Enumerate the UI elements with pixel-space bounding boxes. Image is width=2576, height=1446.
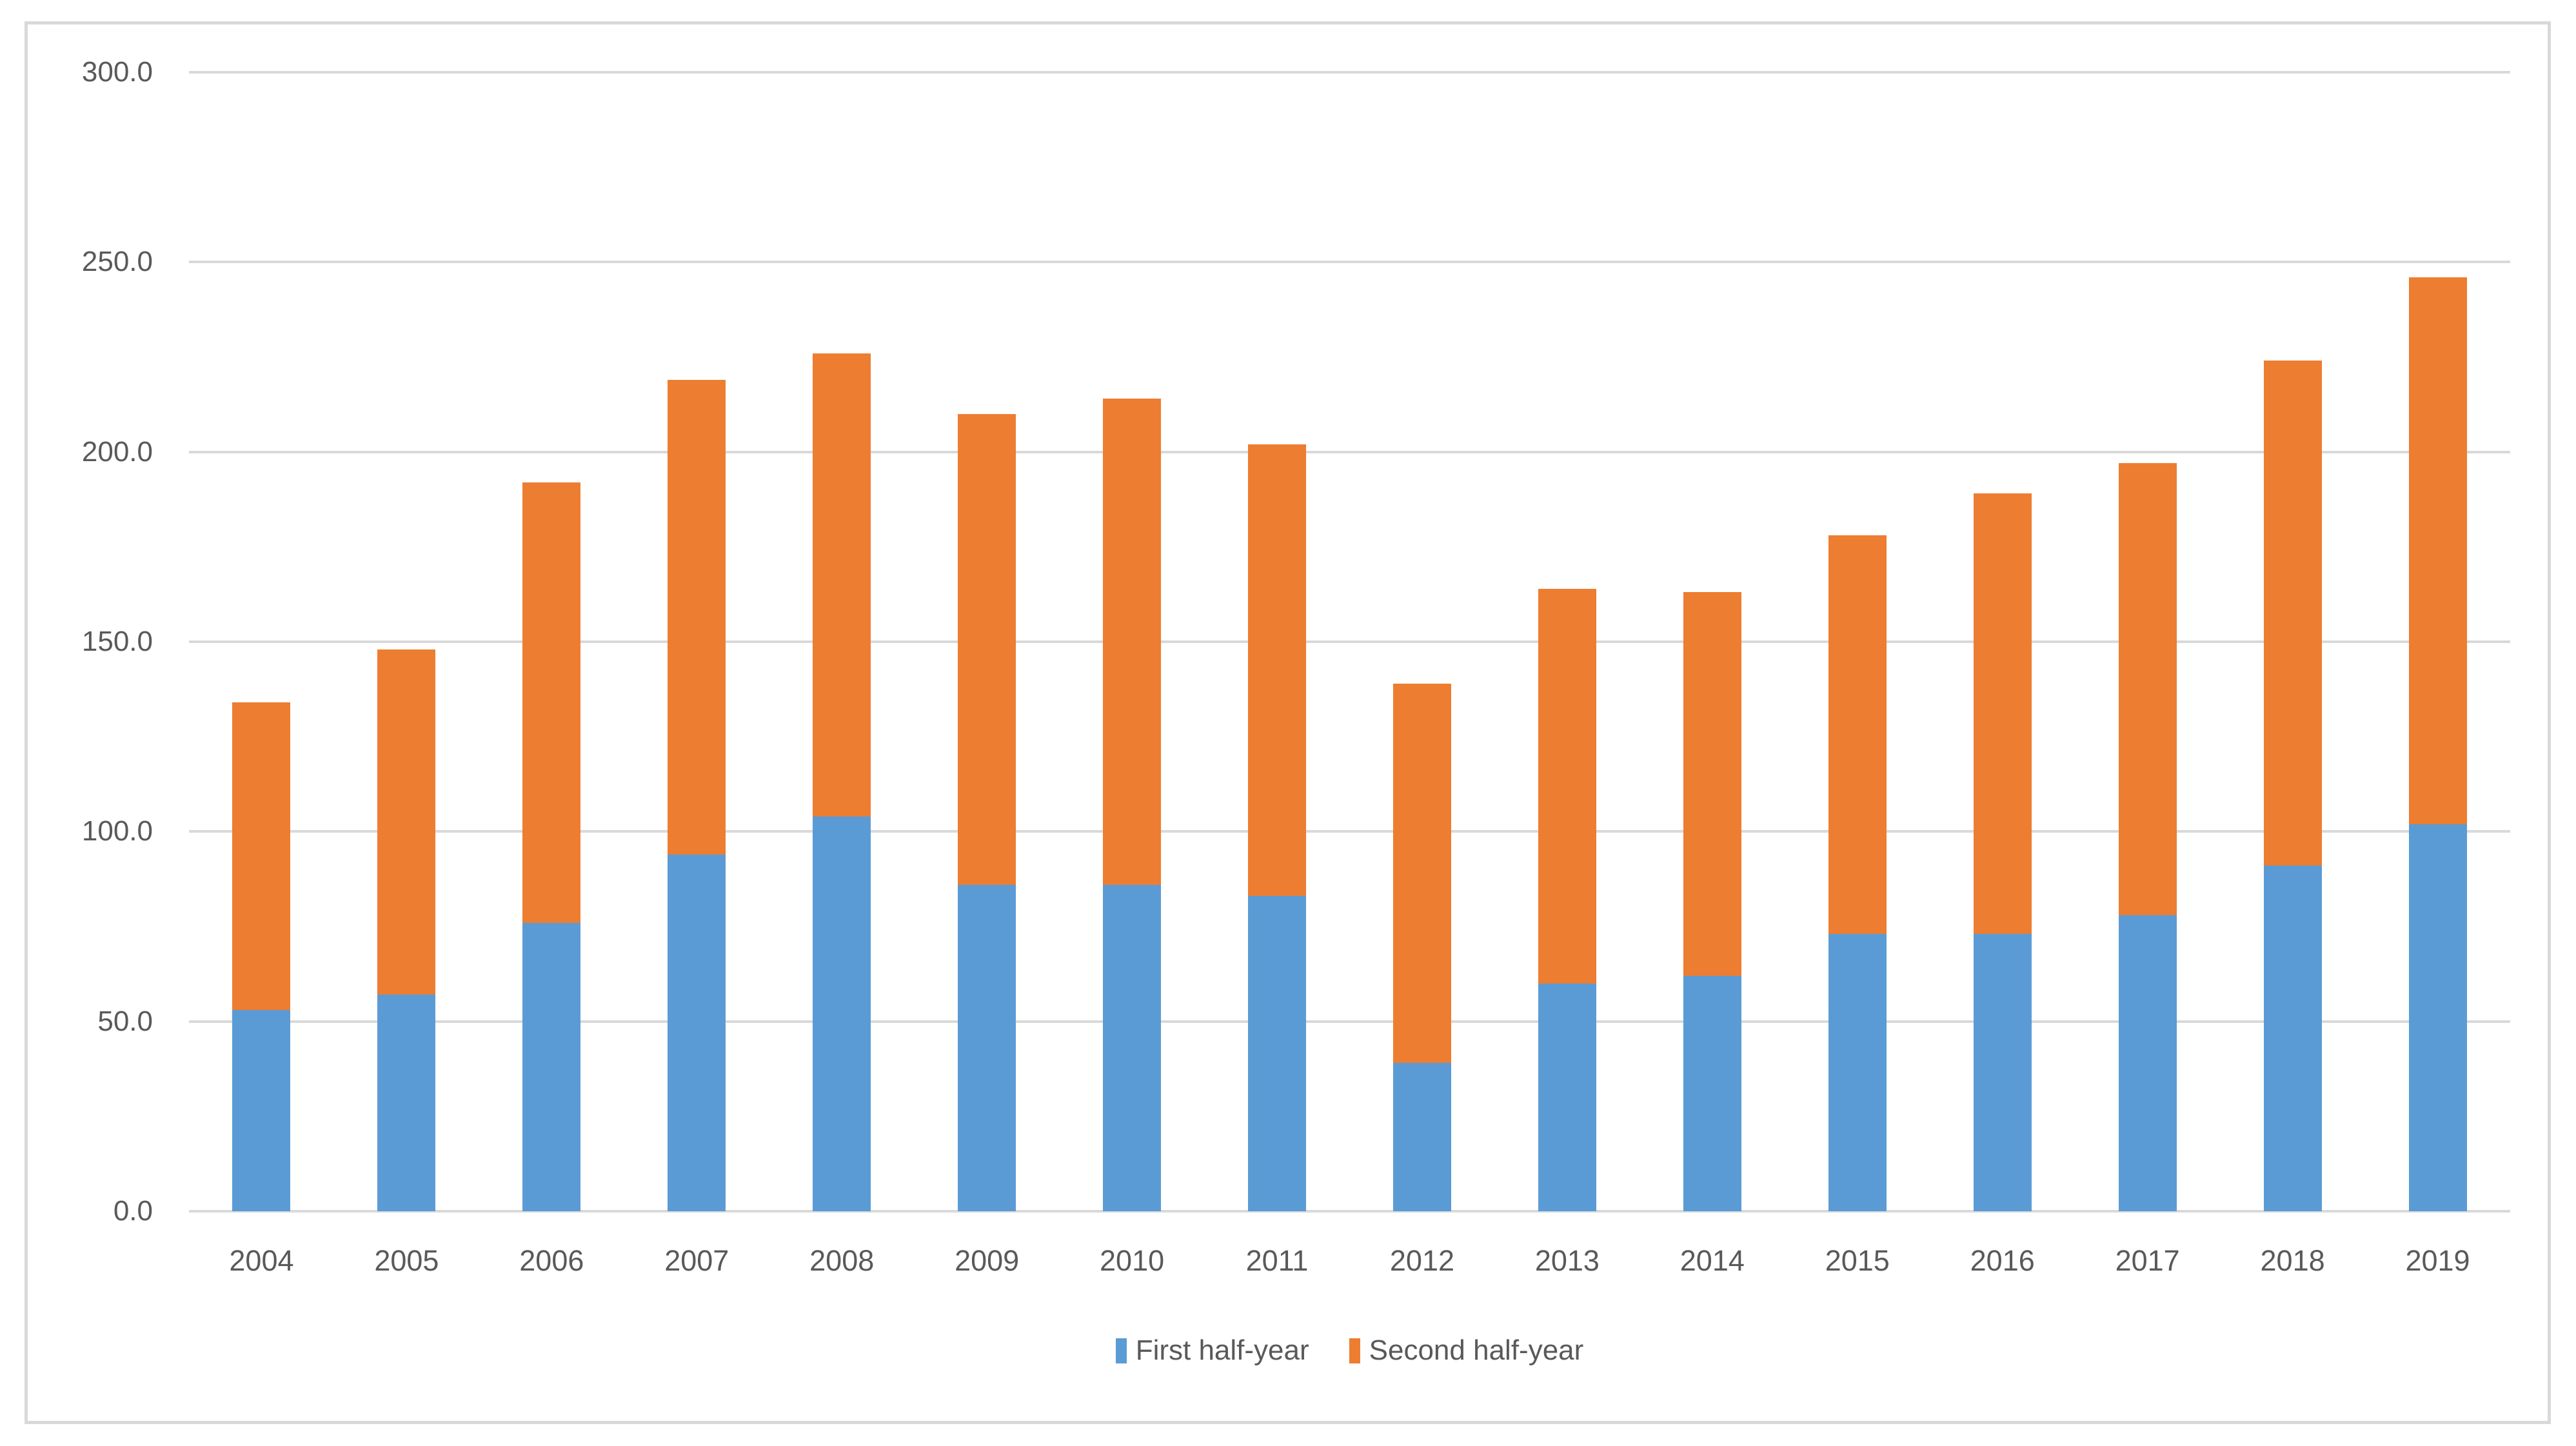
bar-segment-first-half-2005 bbox=[377, 995, 436, 1211]
x-axis-label-2012: 2012 bbox=[1389, 1244, 1455, 1277]
gridline-100.0 bbox=[189, 830, 2510, 833]
legend-item-first-half: First half-year bbox=[1115, 1334, 1309, 1366]
y-tick-label: 200.0 bbox=[81, 435, 153, 468]
x-axis-label-2014: 2014 bbox=[1679, 1244, 1745, 1277]
y-tick-label: 0.0 bbox=[113, 1195, 153, 1227]
bar-segment-second-half-2019 bbox=[2408, 277, 2467, 824]
bar-segment-first-half-2004 bbox=[232, 1010, 291, 1211]
bar-segment-second-half-2017 bbox=[2118, 463, 2177, 915]
bar-segment-first-half-2009 bbox=[958, 884, 1016, 1211]
bar-segment-second-half-2004 bbox=[232, 702, 291, 1010]
bar-segment-first-half-2006 bbox=[522, 922, 581, 1211]
gridline-0.0 bbox=[189, 1210, 2510, 1213]
bar-segment-first-half-2013 bbox=[1538, 983, 1596, 1211]
x-axis-label-2015: 2015 bbox=[1825, 1244, 1890, 1277]
x-axis-label-2007: 2007 bbox=[664, 1244, 729, 1277]
bar-segment-first-half-2019 bbox=[2408, 824, 2467, 1211]
bar-segment-first-half-2008 bbox=[813, 816, 871, 1211]
x-axis-label-2005: 2005 bbox=[374, 1244, 439, 1277]
bar-segment-first-half-2016 bbox=[1973, 934, 2032, 1211]
legend-label: Second half-year bbox=[1369, 1334, 1584, 1366]
bar-segment-first-half-2007 bbox=[668, 854, 726, 1211]
bar-segment-first-half-2011 bbox=[1248, 896, 1307, 1211]
legend-marker-first-half bbox=[1115, 1338, 1127, 1363]
x-axis-label-2010: 2010 bbox=[1100, 1244, 1165, 1277]
bar-segment-second-half-2011 bbox=[1248, 444, 1307, 896]
x-axis-label-2017: 2017 bbox=[2115, 1244, 2180, 1277]
x-axis-label-2018: 2018 bbox=[2260, 1244, 2325, 1277]
bar-segment-first-half-2018 bbox=[2263, 866, 2322, 1211]
legend-marker-second-half bbox=[1349, 1338, 1360, 1363]
y-tick-label: 150.0 bbox=[81, 626, 153, 657]
bar-segment-second-half-2006 bbox=[522, 482, 581, 923]
bar-segment-first-half-2017 bbox=[2118, 915, 2177, 1211]
y-tick-label: 50.0 bbox=[97, 1005, 153, 1037]
x-axis-label-2006: 2006 bbox=[519, 1244, 584, 1277]
chart-border-frame bbox=[25, 21, 2551, 1424]
x-axis-label-2004: 2004 bbox=[229, 1244, 294, 1277]
bar-segment-second-half-2010 bbox=[1103, 399, 1162, 885]
gridline-250.0 bbox=[189, 261, 2510, 264]
bar-segment-first-half-2012 bbox=[1392, 1063, 1451, 1211]
x-axis-label-2019: 2019 bbox=[2405, 1244, 2470, 1277]
bar-segment-second-half-2016 bbox=[1973, 493, 2032, 935]
bar-segment-second-half-2018 bbox=[2263, 361, 2322, 866]
bar-segment-second-half-2007 bbox=[668, 379, 726, 855]
bar-segment-second-half-2012 bbox=[1392, 683, 1451, 1064]
y-tick-label: 300.0 bbox=[81, 56, 153, 88]
bar-segment-second-half-2013 bbox=[1538, 588, 1596, 984]
bar-segment-second-half-2009 bbox=[958, 413, 1016, 885]
legend: First half-year Second half-year bbox=[189, 1335, 2510, 1366]
bar-segment-first-half-2015 bbox=[1828, 934, 1887, 1211]
gridline-150.0 bbox=[189, 640, 2510, 643]
gridline-50.0 bbox=[189, 1020, 2510, 1023]
bar-segment-second-half-2015 bbox=[1828, 535, 1887, 935]
x-axis-label-2009: 2009 bbox=[955, 1244, 1020, 1277]
x-axis-label-2016: 2016 bbox=[1970, 1244, 2035, 1277]
bar-segment-first-half-2010 bbox=[1103, 884, 1162, 1211]
y-tick-label: 100.0 bbox=[81, 815, 153, 847]
bar-segment-first-half-2014 bbox=[1683, 976, 1741, 1211]
x-axis-label-2013: 2013 bbox=[1534, 1244, 1600, 1277]
legend-item-second-half: Second half-year bbox=[1349, 1334, 1584, 1366]
legend-label: First half-year bbox=[1135, 1334, 1309, 1366]
x-axis-label-2008: 2008 bbox=[809, 1244, 875, 1277]
y-tick-label: 250.0 bbox=[81, 246, 153, 278]
gridline-200.0 bbox=[189, 450, 2510, 453]
bar-segment-second-half-2008 bbox=[813, 353, 871, 817]
bar-segment-second-half-2014 bbox=[1683, 592, 1741, 976]
x-axis-label-2011: 2011 bbox=[1245, 1244, 1309, 1277]
bar-segment-second-half-2005 bbox=[377, 649, 436, 995]
gridline-300.0 bbox=[189, 71, 2510, 74]
